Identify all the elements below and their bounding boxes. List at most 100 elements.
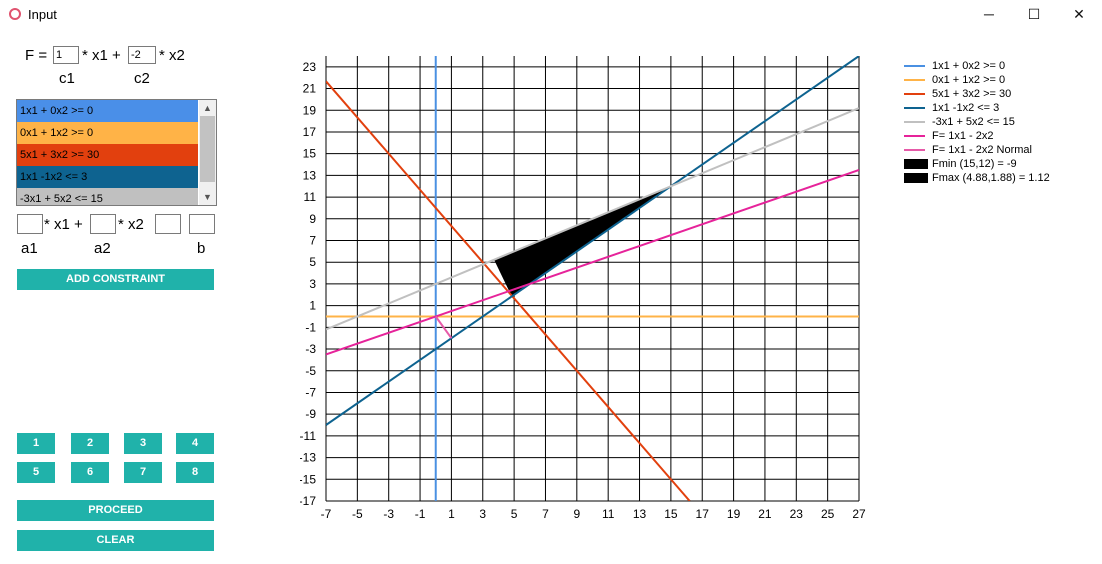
c1-input[interactable]: 1	[53, 46, 79, 64]
series-line	[326, 107, 859, 331]
window-title: Input	[28, 7, 57, 22]
legend-label: 5x1 + 3x2 >= 30	[932, 88, 1012, 100]
x-tick-label: 7	[542, 507, 549, 521]
listbox-scrollbar[interactable]: ▲ ▼	[199, 100, 216, 205]
number-button-2[interactable]: 2	[71, 433, 109, 454]
legend-entry: -3x1 + 5x2 <= 15	[904, 115, 1050, 129]
lp-chart: -7 -5 -3 -1 1 3 5 7 9 11 13 15 17 19 21 23 25 27232119171…	[300, 56, 866, 521]
legend-entry: F= 1x1 - 2x2 Normal	[904, 143, 1050, 157]
legend-entry: 1x1 -1x2 <= 3	[904, 101, 1050, 115]
scroll-down-icon[interactable]: ▼	[203, 192, 212, 202]
feasible-region	[493, 185, 672, 297]
legend-swatch	[904, 93, 925, 95]
y-tick-label: -5	[305, 364, 316, 378]
x-tick-label: -1	[415, 507, 426, 521]
objective-prefix: F =	[25, 47, 48, 64]
x-tick-label: -3	[383, 507, 394, 521]
a1-label: a1	[21, 240, 38, 257]
x-tick-label: 3	[479, 507, 486, 521]
legend-entry: 5x1 + 3x2 >= 30	[904, 87, 1050, 101]
y-tick-label: 19	[303, 103, 317, 117]
objective-x2-text: * x2	[159, 47, 185, 64]
y-tick-label: -13	[300, 451, 316, 465]
y-tick-label: -7	[305, 385, 316, 399]
x-tick-label: 9	[573, 507, 580, 521]
scrollbar-thumb[interactable]	[200, 116, 215, 182]
legend-label: 1x1 + 0x2 >= 0	[932, 60, 1006, 72]
number-button-3[interactable]: 3	[124, 433, 162, 454]
legend-swatch	[904, 173, 928, 183]
add-constraint-button[interactable]: ADD CONSTRAINT	[17, 269, 214, 290]
legend-swatch	[904, 135, 925, 137]
x-tick-label: 19	[727, 507, 741, 521]
y-tick-label: 11	[304, 190, 317, 204]
a1-input[interactable]	[17, 214, 43, 234]
y-tick-label: 17	[303, 125, 317, 139]
legend-label: Fmax (4.88,1.88) = 1.12	[932, 172, 1050, 184]
scroll-up-icon[interactable]: ▲	[203, 103, 212, 113]
b-label: b	[197, 240, 206, 257]
legend-label: F= 1x1 - 2x2	[932, 130, 994, 142]
y-tick-label: -17	[300, 494, 316, 508]
chart-legend: 1x1 + 0x2 >= 0 0x1 + 1x2 >= 0 5x1 + 3x2 >=…	[904, 59, 1050, 185]
y-tick-label: 9	[309, 212, 316, 226]
constraint-item[interactable]: 5x1 + 3x2 >= 30	[17, 144, 198, 166]
proceed-button[interactable]: PROCEED	[17, 500, 214, 521]
a2-label: a2	[94, 240, 111, 257]
y-tick-label: 15	[303, 147, 317, 161]
x-tick-label: -5	[352, 507, 363, 521]
y-tick-label: 13	[303, 168, 317, 182]
number-button-6[interactable]: 6	[71, 462, 109, 483]
legend-label: F= 1x1 - 2x2 Normal	[932, 144, 1032, 156]
number-button-4[interactable]: 4	[176, 433, 214, 454]
legend-swatch	[904, 79, 925, 81]
legend-swatch	[904, 159, 928, 169]
constraint-item[interactable]: -3x1 + 5x2 <= 15	[17, 188, 198, 205]
y-tick-label: 1	[309, 299, 316, 313]
y-tick-label: -11	[300, 429, 316, 443]
legend-entry: 1x1 + 0x2 >= 0	[904, 59, 1050, 73]
constraint-item[interactable]: 1x1 -1x2 <= 3	[17, 166, 198, 188]
constraint-item[interactable]: 0x1 + 1x2 >= 0	[17, 122, 198, 144]
y-tick-label: 23	[303, 60, 317, 74]
constraints-listbox[interactable]: 1x1 + 0x2 >= 0 0x1 + 1x2 >= 0 5x1 + 3x2 >=…	[16, 99, 217, 206]
legend-entry: Fmin (15,12) = -9	[904, 157, 1050, 171]
c2-input[interactable]: -2	[128, 46, 156, 64]
y-tick-label: -1	[305, 320, 316, 334]
c1-label: c1	[59, 70, 75, 87]
a2-input[interactable]	[90, 214, 116, 234]
legend-swatch	[904, 65, 925, 67]
close-button[interactable]: ✕	[1073, 5, 1085, 22]
number-button-8[interactable]: 8	[176, 462, 214, 483]
x-tick-label: -7	[321, 507, 332, 521]
x-tick-label: 17	[696, 507, 710, 521]
minimize-button[interactable]: ─	[984, 6, 994, 22]
legend-entry: 0x1 + 1x2 >= 0	[904, 73, 1050, 87]
c2-label: c2	[134, 70, 150, 87]
number-button-5[interactable]: 5	[17, 462, 55, 483]
x-tick-label: 15	[664, 507, 678, 521]
title-bar: Input ─ ☐ ✕	[0, 0, 1102, 28]
x-tick-label: 13	[633, 507, 647, 521]
y-tick-label: 3	[309, 277, 316, 291]
sign-input[interactable]	[155, 214, 181, 234]
series-line	[434, 315, 453, 339]
constraint-item[interactable]: 1x1 + 0x2 >= 0	[17, 100, 198, 122]
x-tick-label: 27	[852, 507, 866, 521]
y-tick-label: -3	[305, 342, 316, 356]
legend-swatch	[904, 121, 925, 123]
maximize-button[interactable]: ☐	[1027, 5, 1041, 22]
series-line	[326, 169, 859, 356]
legend-label: -3x1 + 5x2 <= 15	[932, 116, 1015, 128]
number-button-1[interactable]: 1	[17, 433, 55, 454]
number-button-7[interactable]: 7	[124, 462, 162, 483]
b-input[interactable]	[189, 214, 215, 234]
y-tick-label: 7	[309, 234, 316, 248]
legend-label: 1x1 -1x2 <= 3	[932, 102, 1000, 114]
clear-button[interactable]: CLEAR	[17, 530, 214, 551]
series-line	[326, 56, 859, 426]
constraint-x1-text: * x1 +	[44, 216, 83, 233]
y-tick-label: -9	[305, 407, 316, 421]
legend-label: 0x1 + 1x2 >= 0	[932, 74, 1006, 86]
legend-label: Fmin (15,12) = -9	[932, 158, 1017, 170]
